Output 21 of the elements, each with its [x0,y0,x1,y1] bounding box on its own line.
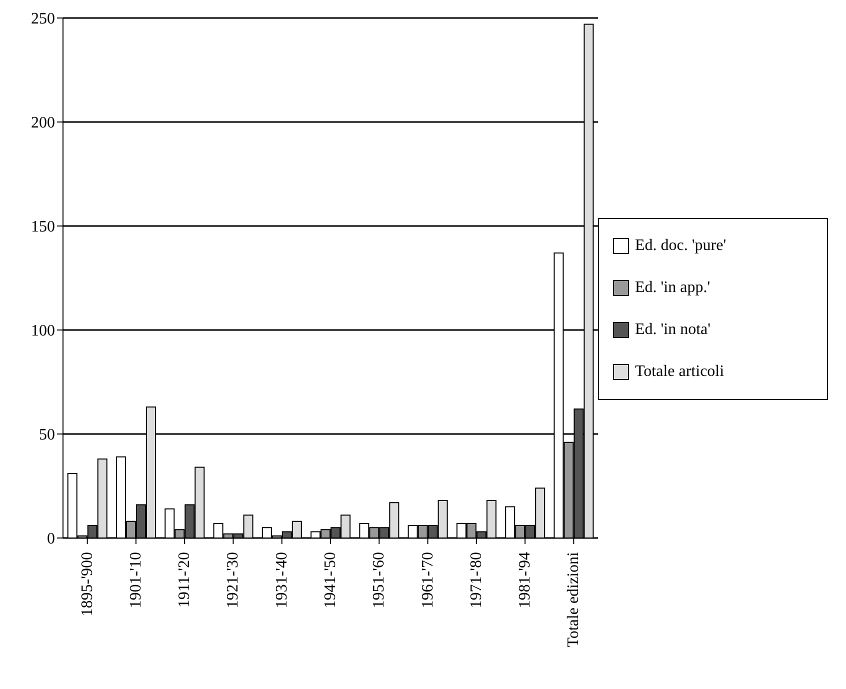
legend-label: Ed. doc. 'pure' [635,237,726,255]
legend-label: Ed. 'in nota' [635,321,711,339]
x-tick-label: 1895-'900 [78,552,96,616]
x-tick-label: 1931-'40 [273,552,290,608]
x-tick-label: 1901-'10 [127,552,144,608]
x-tick-label: 1961-'70 [419,552,436,608]
x-tick-label: 1981-'94 [516,552,534,608]
y-tick-label: 0 [47,530,55,548]
x-tick-label: 1911-'20 [176,552,194,608]
legend-label: Totale articoli [635,363,724,381]
legend-label: Ed. 'in app.' [635,279,710,297]
x-tick-label: 1941-'50 [322,552,339,608]
x-tick-label: 1971-'80 [468,552,485,608]
y-tick-label: 100 [31,322,55,340]
y-tick-label: 200 [31,114,55,132]
y-tick-label: 250 [31,10,55,28]
y-tick-label: 50 [39,426,55,444]
x-tick-label: 1951-'60 [370,552,388,608]
y-tick-label: 150 [31,218,55,236]
x-tick-label: Totale edizioni [565,551,582,648]
x-tick-label: 1921-'30 [224,552,242,608]
